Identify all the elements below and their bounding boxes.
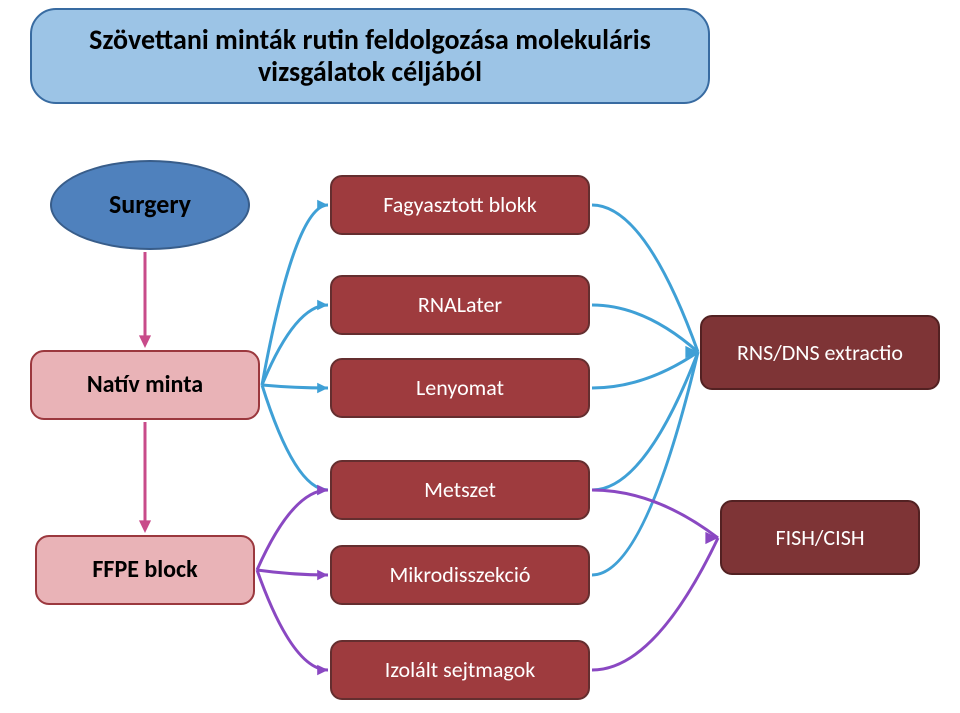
mikro-label: Mikrodisszekció xyxy=(390,562,531,587)
fagy-label: Fagyasztott blokk xyxy=(383,192,537,217)
flowchart-canvas: { "canvas": { "width": 960, "height": 71… xyxy=(0,0,960,713)
title-label: Szövettani minták rutin feldolgozása mol… xyxy=(42,24,698,88)
surgery-label: Surgery xyxy=(109,190,191,220)
lenyomat-label: Lenyomat xyxy=(416,375,504,400)
nativ-label: Natív minta xyxy=(87,371,203,399)
title-box: Szövettani minták rutin feldolgozása mol… xyxy=(30,8,710,104)
fagy-node: Fagyasztott blokk xyxy=(330,175,590,235)
surgery-node: Surgery xyxy=(50,160,250,250)
ffpe-label: FFPE block xyxy=(92,556,197,584)
rnalater-label: RNALater xyxy=(418,292,502,317)
metszet-label: Metszet xyxy=(424,477,496,502)
izolalt-label: Izolált sejtmagok xyxy=(385,657,535,682)
rnalater-node: RNALater xyxy=(330,275,590,335)
ffpe-node: FFPE block xyxy=(35,535,255,605)
fish-node: FISH/CISH xyxy=(720,500,920,575)
rnsdns-label: RNS/DNS extractio xyxy=(737,340,903,365)
lenyomat-node: Lenyomat xyxy=(330,358,590,418)
fish-label: FISH/CISH xyxy=(775,525,864,550)
mikro-node: Mikrodisszekció xyxy=(330,545,590,605)
nativ-node: Natív minta xyxy=(30,350,260,420)
metszet-node: Metszet xyxy=(330,460,590,520)
izolalt-node: Izolált sejtmagok xyxy=(330,640,590,700)
rnsdns-node: RNS/DNS extractio xyxy=(700,315,940,390)
